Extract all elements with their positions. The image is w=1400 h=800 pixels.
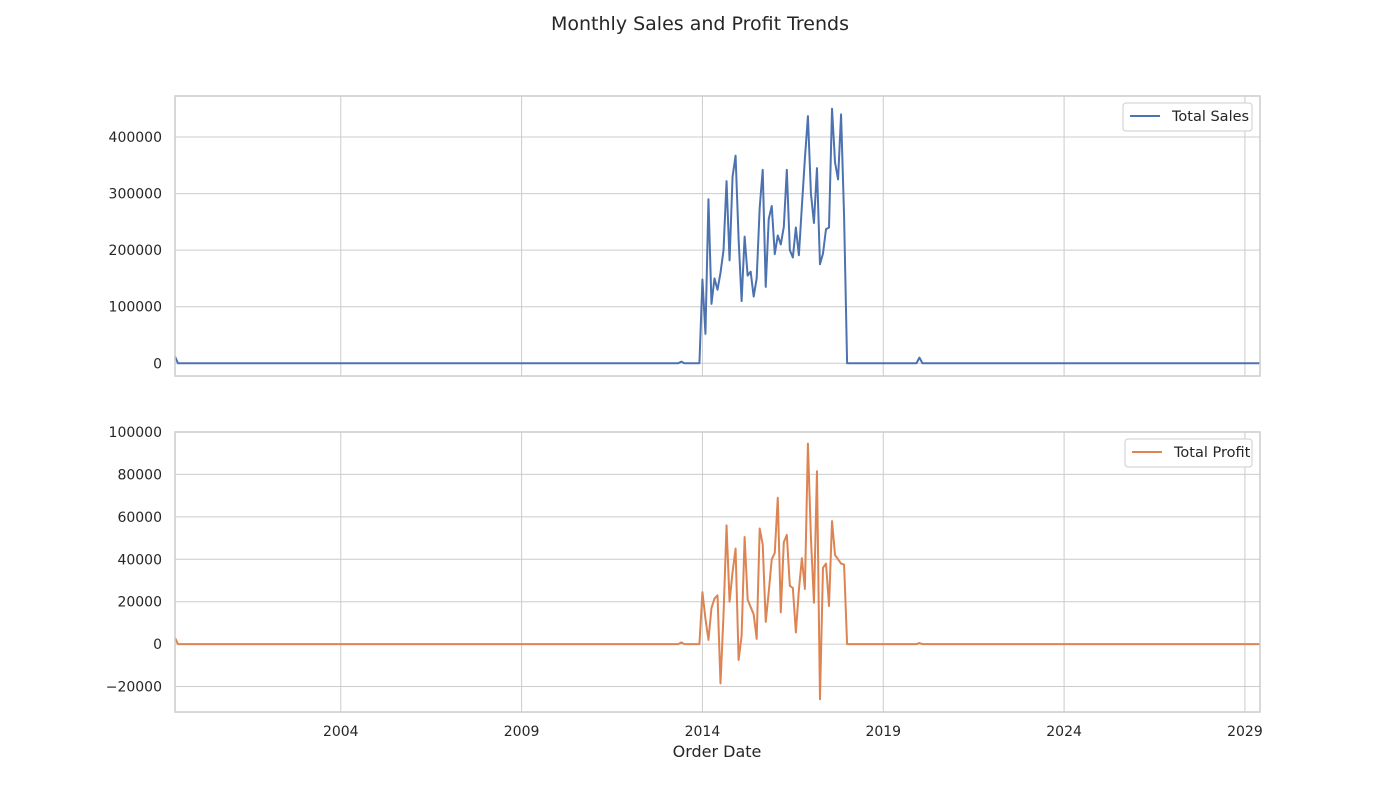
x-tick-label: 2029 (1227, 724, 1263, 740)
profit-series-line (174, 442, 1260, 701)
x-tick-label: 2014 (685, 724, 721, 740)
profit-y-tick-label: 100000 (109, 425, 162, 441)
profit-legend-box (1124, 438, 1253, 468)
sales-y-tick-label: 100000 (109, 300, 162, 316)
sales-series-line (174, 107, 1260, 365)
sales-grid (175, 96, 1260, 376)
x-tick-label: 2009 (504, 724, 540, 740)
sales-legend-box (1122, 102, 1253, 132)
profit-y-ticks: −20000 0 20000 40000 60000 80000 100000 (106, 425, 162, 696)
profit-legend-label: Total Profit (1173, 445, 1251, 461)
sales-y-tick-label: 400000 (109, 130, 162, 146)
sales-legend: Total Sales (1122, 102, 1253, 132)
sales-panel: 0 100000 200000 300000 400000 Total Sales (109, 95, 1261, 377)
profit-y-tick-label: 60000 (117, 510, 162, 526)
profit-y-tick-label: 80000 (117, 467, 162, 483)
sales-y-tick-label: 200000 (109, 243, 162, 259)
x-tick-label: 2004 (323, 724, 359, 740)
x-axis-label: Order Date (673, 742, 762, 761)
chart-title: Monthly Sales and Profit Trends (551, 13, 849, 35)
sales-y-ticks: 0 100000 200000 300000 400000 (109, 130, 162, 372)
profit-panel: −20000 0 20000 40000 60000 80000 100000 Total … (106, 425, 1261, 713)
x-tick-label: 2019 (865, 724, 901, 740)
profit-frame (174, 431, 1261, 713)
x-tick-label: 2024 (1046, 724, 1082, 740)
sales-legend-label: Total Sales (1171, 109, 1249, 125)
profit-y-tick-label: 0 (153, 637, 162, 653)
sales-y-tick-label: 300000 (109, 187, 162, 203)
x-tick-labels: 2004 2009 2014 2019 2024 2029 (323, 724, 1263, 740)
sales-y-tick-label: 0 (153, 356, 162, 372)
profit-legend: Total Profit (1124, 438, 1253, 468)
profit-grid (175, 431, 1260, 712)
profit-y-tick-label: −20000 (106, 680, 162, 696)
profit-y-tick-label: 40000 (117, 552, 162, 568)
sales-frame (174, 95, 1261, 377)
profit-y-tick-label: 20000 (117, 595, 162, 611)
